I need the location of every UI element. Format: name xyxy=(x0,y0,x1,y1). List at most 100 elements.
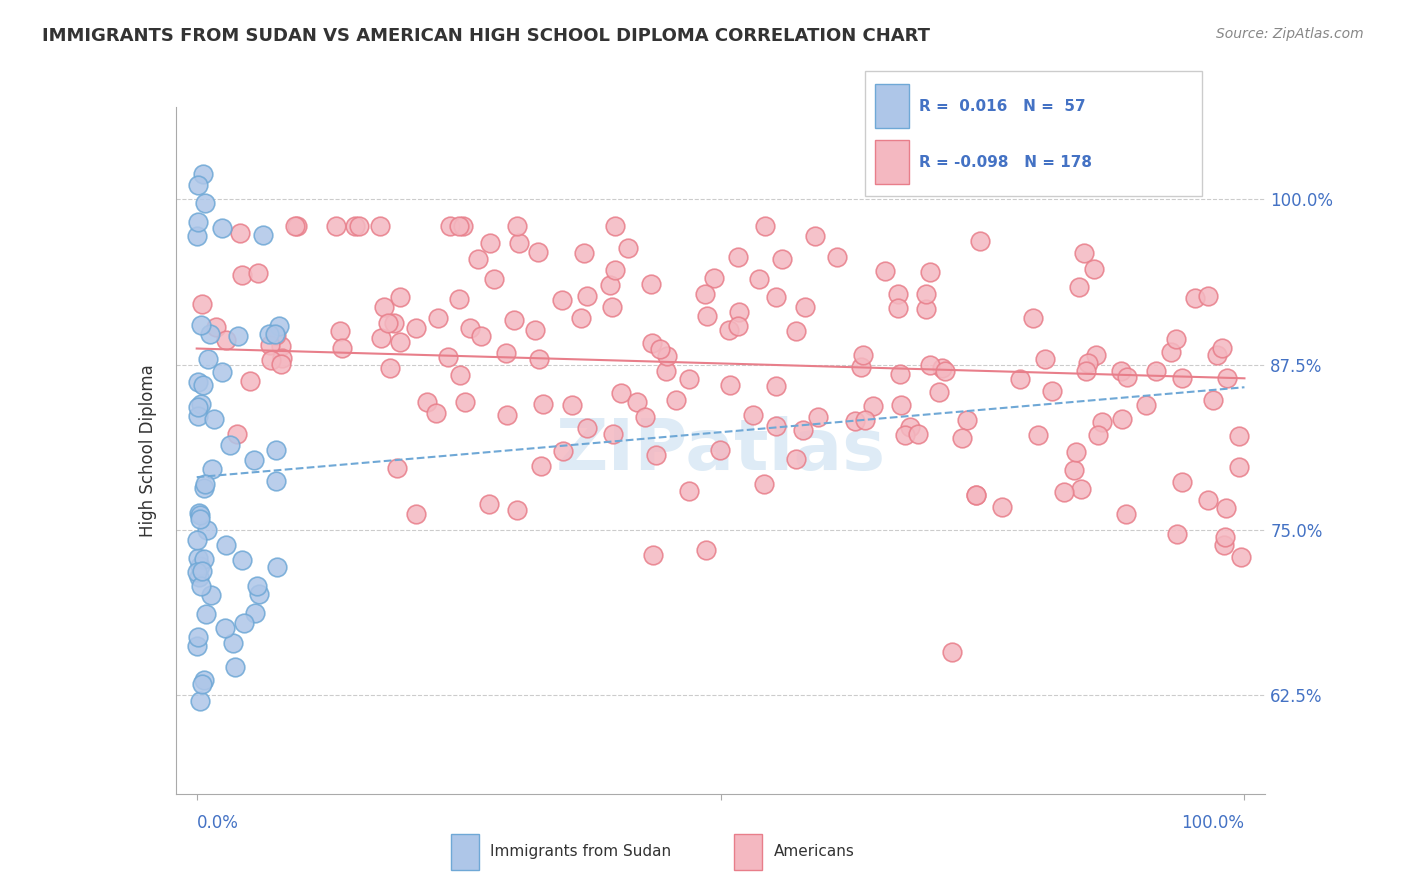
Point xyxy=(405,507,427,521)
Point xyxy=(271,351,294,365)
Point xyxy=(193,552,215,566)
Point xyxy=(650,343,672,357)
Point xyxy=(195,523,218,537)
FancyBboxPatch shape xyxy=(865,71,1202,196)
Point xyxy=(1229,549,1251,564)
Point xyxy=(1227,428,1250,442)
Point xyxy=(754,219,776,233)
Point xyxy=(576,289,599,303)
Point xyxy=(389,290,412,304)
Point xyxy=(467,252,489,267)
Point xyxy=(1067,280,1090,294)
Point xyxy=(190,677,212,691)
Point xyxy=(193,481,215,495)
Point xyxy=(204,319,226,334)
Point xyxy=(655,364,678,378)
Point xyxy=(572,246,595,260)
Point xyxy=(195,607,218,622)
Point xyxy=(191,564,214,578)
Point xyxy=(569,311,592,326)
Point xyxy=(1074,364,1097,378)
Point xyxy=(482,271,505,285)
Point xyxy=(190,318,212,332)
Point xyxy=(603,219,626,233)
Point xyxy=(561,398,583,412)
Point xyxy=(728,305,751,319)
Point xyxy=(1040,384,1063,398)
Point xyxy=(1008,372,1031,386)
Point xyxy=(1026,428,1049,442)
Point xyxy=(1171,371,1194,385)
Point xyxy=(187,375,209,389)
Point xyxy=(991,500,1014,515)
FancyBboxPatch shape xyxy=(875,84,908,128)
Point xyxy=(186,229,208,244)
Point xyxy=(187,178,209,193)
Point xyxy=(257,326,280,341)
Point xyxy=(1033,351,1056,366)
Point xyxy=(807,409,830,424)
Text: Source: ZipAtlas.com: Source: ZipAtlas.com xyxy=(1216,27,1364,41)
Point xyxy=(264,328,287,343)
Point xyxy=(508,235,530,250)
Point xyxy=(211,365,233,379)
Point xyxy=(956,413,979,427)
Point xyxy=(186,566,208,580)
Point xyxy=(665,392,688,407)
Point xyxy=(634,409,657,424)
Point xyxy=(330,341,353,355)
Point xyxy=(186,533,208,548)
Point xyxy=(718,378,741,392)
Point xyxy=(267,318,290,333)
Point xyxy=(727,319,749,334)
Point xyxy=(748,272,770,286)
Point xyxy=(678,483,700,498)
Point xyxy=(190,397,212,411)
Point xyxy=(246,579,269,593)
Point xyxy=(529,458,551,473)
Point xyxy=(920,265,942,279)
Point xyxy=(1111,364,1133,378)
Point xyxy=(416,395,439,409)
Point xyxy=(233,616,256,631)
Point xyxy=(231,268,253,282)
Point xyxy=(703,271,725,285)
Point xyxy=(1170,475,1192,489)
Point xyxy=(969,234,991,248)
Point xyxy=(965,488,987,502)
Point xyxy=(844,414,866,428)
Point xyxy=(551,293,574,307)
Point xyxy=(191,297,214,311)
Point xyxy=(191,378,214,392)
Point xyxy=(855,413,877,427)
Point xyxy=(527,351,550,366)
Point xyxy=(907,427,929,442)
Point xyxy=(941,645,963,659)
Point xyxy=(284,219,307,233)
Text: R = -0.098   N = 178: R = -0.098 N = 178 xyxy=(918,155,1091,170)
Point xyxy=(640,277,662,291)
Point xyxy=(616,240,638,254)
Point xyxy=(187,215,209,229)
Point xyxy=(245,606,267,620)
Point xyxy=(188,508,211,523)
Point xyxy=(770,252,793,266)
Text: Immigrants from Sudan: Immigrants from Sudan xyxy=(491,845,672,859)
Point xyxy=(914,301,936,316)
Point xyxy=(214,333,236,347)
Point xyxy=(449,292,471,306)
Point xyxy=(765,419,787,434)
Point xyxy=(1115,369,1137,384)
Point xyxy=(449,368,471,382)
Point xyxy=(641,336,664,351)
Point xyxy=(368,219,391,233)
Point xyxy=(187,506,209,520)
Point xyxy=(186,639,208,653)
Point xyxy=(1144,364,1167,378)
Point xyxy=(226,328,249,343)
Point xyxy=(197,352,219,367)
Point xyxy=(385,461,408,475)
Point xyxy=(1160,345,1182,359)
Point xyxy=(214,621,236,635)
Point xyxy=(478,236,501,251)
